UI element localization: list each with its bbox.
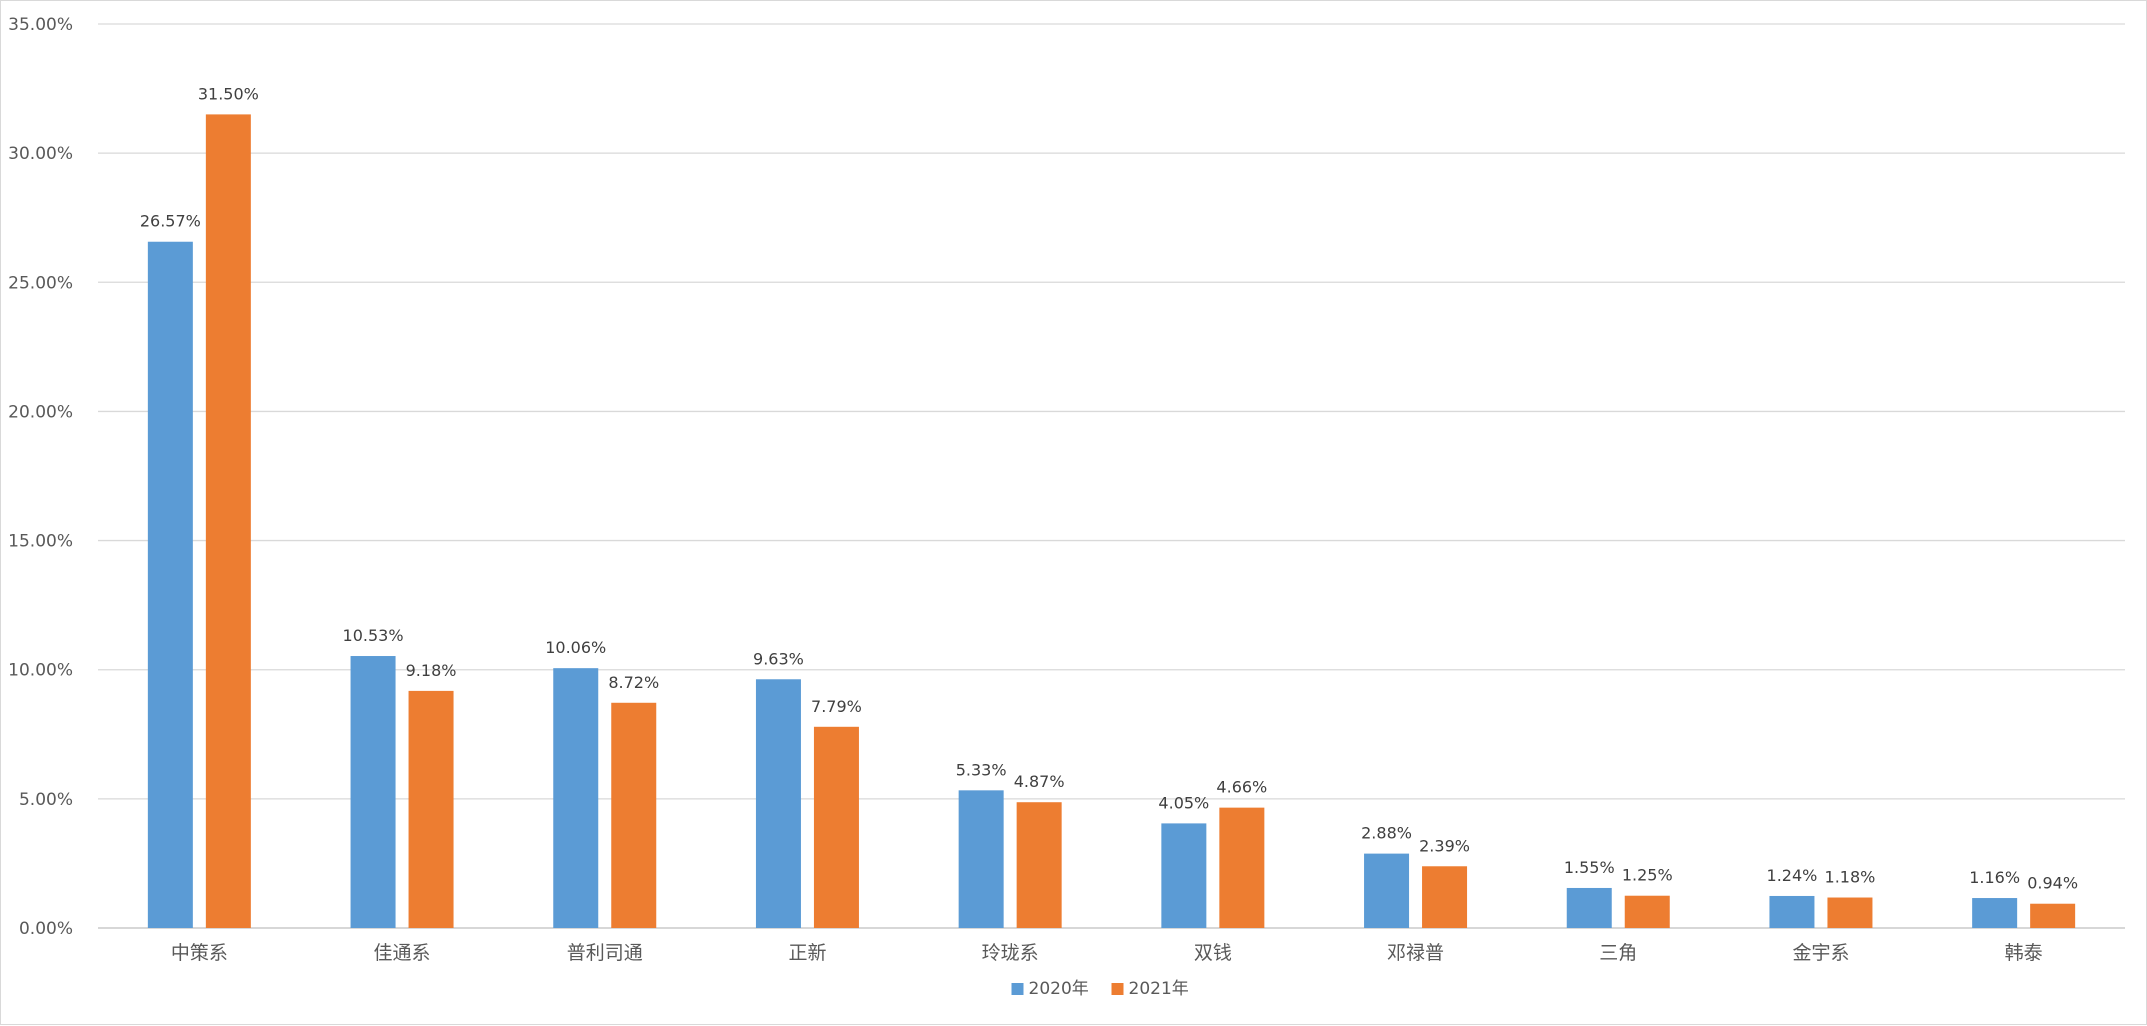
data-labels: 26.57% 31.50% 10.53%9.18% 10.06%8.72% 9.63% 7… <box>140 84 2078 892</box>
y-axis-ticks: 0.00% 5.00% 10.00% 15.00% 20.00% 25.00% 30.00%… <box>8 15 73 939</box>
bar-series2 <box>408 690 454 928</box>
y-tick-label: 30.00% <box>8 144 73 164</box>
data-label: 26.57% <box>140 212 201 231</box>
legend-label: 2021年 <box>1129 979 1189 999</box>
bar-series1 <box>1769 895 1815 928</box>
bar-series1 <box>755 679 801 928</box>
data-label: 8.72% <box>608 673 659 692</box>
y-tick-label: 25.00% <box>8 273 73 293</box>
bar-series1 <box>1972 898 2018 928</box>
data-label: 1.16% <box>1969 868 2020 887</box>
y-tick-label: 5.00% <box>19 790 73 810</box>
category-label: 佳通系 <box>374 942 431 964</box>
data-label: 4.66% <box>1216 778 1267 797</box>
legend-swatch <box>1011 983 1024 995</box>
category-label: 韩泰 <box>2005 942 2043 964</box>
legend: 2020年 2021年 <box>1011 979 1189 999</box>
data-label: 4.87% <box>1014 772 1065 791</box>
category-label: 三角 <box>1599 942 1637 964</box>
bar-series2 <box>813 726 859 928</box>
bar-series1 <box>350 656 396 928</box>
data-label: 7.79% <box>811 697 862 716</box>
category-label: 中策系 <box>171 942 228 964</box>
category-label: 金宇系 <box>1792 942 1849 964</box>
category-label: 普利司通 <box>567 942 643 964</box>
bar-series2 <box>1422 866 1468 928</box>
category-label: 邓禄普 <box>1387 942 1444 964</box>
legend-label: 2020年 <box>1029 979 1089 999</box>
bar-series2 <box>1624 895 1670 928</box>
y-tick-label: 35.00% <box>8 15 73 35</box>
bar-series2 <box>1016 802 1062 928</box>
data-label: 5.33% <box>956 760 1007 779</box>
category-labels: 中策系 佳通系 普利司通 正新 玲珑系 双钱 邓禄普 三角 金宇系 韩泰 <box>171 942 2043 964</box>
gridlines <box>98 23 2125 929</box>
legend-swatch <box>1111 983 1124 995</box>
bar-series1 <box>958 790 1004 928</box>
data-label: 31.50% <box>198 84 259 103</box>
data-label: 1.25% <box>1622 866 1673 885</box>
y-tick-label: 15.00% <box>8 532 73 552</box>
bar-series2 <box>205 114 251 928</box>
data-label: 1.24% <box>1767 866 1818 885</box>
bar-series1 <box>1566 887 1612 928</box>
bar-series2 <box>2030 903 2076 928</box>
data-label: 4.05% <box>1158 793 1209 812</box>
data-label: 10.53% <box>343 626 404 645</box>
category-label: 正新 <box>788 942 826 964</box>
bars <box>147 114 2076 928</box>
data-label: 2.88% <box>1361 824 1412 843</box>
y-tick-label: 20.00% <box>8 402 73 422</box>
y-tick-label: 10.00% <box>8 661 73 681</box>
bar-series2 <box>611 702 657 928</box>
data-label: 10.06% <box>545 638 606 657</box>
data-label: 1.18% <box>1825 868 1876 887</box>
y-tick-label: 0.00% <box>19 919 73 939</box>
bar-series1 <box>1161 823 1207 928</box>
bar-series1 <box>553 668 599 928</box>
bar-series1 <box>147 241 193 928</box>
data-label: 9.63% <box>753 649 804 668</box>
data-label: 1.55% <box>1564 858 1615 877</box>
data-label: 9.18% <box>406 661 457 680</box>
data-label: 2.39% <box>1419 836 1470 855</box>
bar-series2 <box>1827 897 1873 928</box>
category-label: 玲珑系 <box>982 942 1039 964</box>
data-label: 0.94% <box>2027 874 2078 893</box>
bar-series2 <box>1219 807 1265 928</box>
category-label: 双钱 <box>1194 942 1232 964</box>
bar-series1 <box>1364 853 1410 928</box>
